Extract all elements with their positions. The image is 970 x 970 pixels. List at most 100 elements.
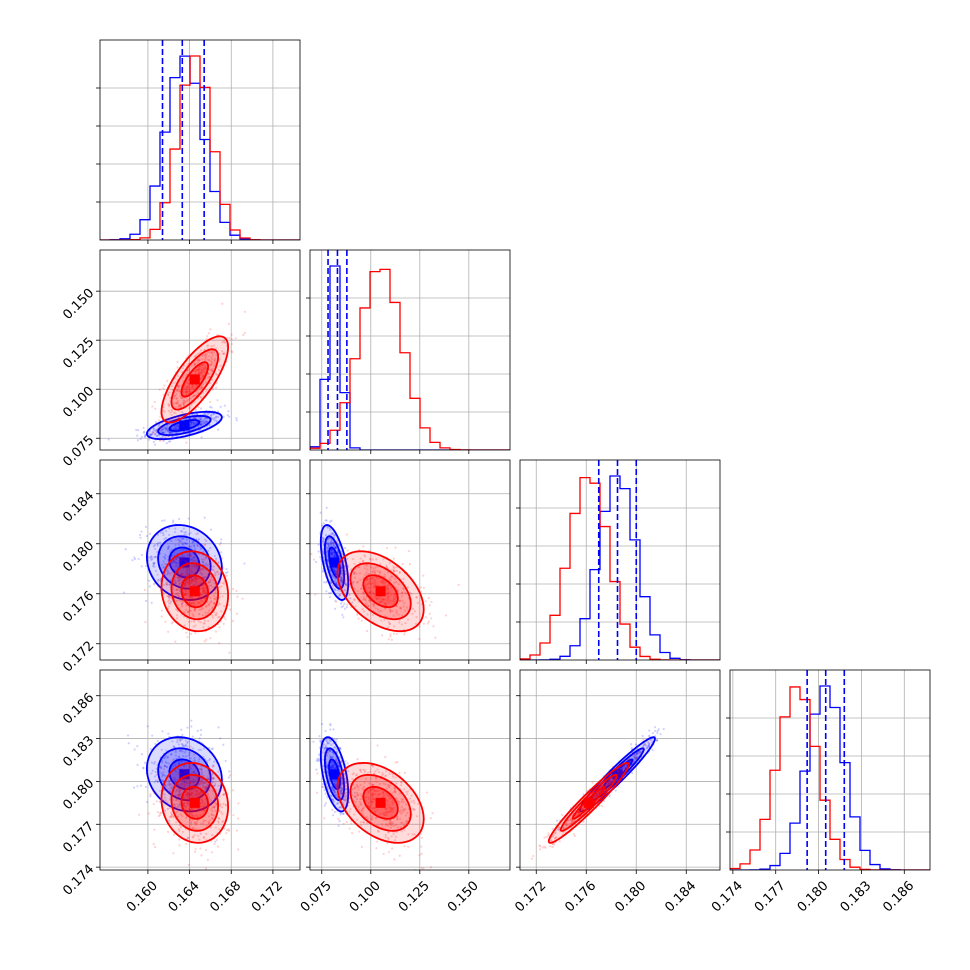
sample-point	[383, 573, 386, 576]
sample-point	[168, 432, 172, 435]
density-peak	[375, 586, 386, 597]
sample-point	[178, 749, 181, 752]
sample-point	[422, 867, 425, 870]
sample-point	[365, 602, 368, 605]
sample-point	[176, 741, 179, 744]
sample-point	[224, 759, 227, 763]
sample-point	[420, 845, 423, 848]
sample-point	[334, 572, 337, 575]
sample-point	[183, 751, 186, 754]
sample-point	[227, 828, 230, 831]
sample-point	[168, 405, 171, 408]
sample-point	[166, 429, 170, 432]
sample-point	[225, 568, 228, 571]
sample-point	[174, 763, 177, 766]
sample-point	[202, 820, 205, 823]
sample-point	[217, 428, 220, 431]
sample-point	[172, 382, 175, 385]
sample-point	[337, 808, 340, 811]
sample-point	[153, 775, 157, 778]
sample-point	[184, 374, 188, 377]
sample-point	[410, 800, 413, 803]
sample-point	[182, 403, 185, 406]
sample-point	[184, 739, 187, 742]
sample-point	[170, 811, 173, 814]
sample-point	[196, 814, 199, 817]
sample-point	[193, 556, 196, 559]
sample-point	[325, 519, 328, 522]
sample-point	[360, 845, 364, 849]
sample-point	[371, 576, 375, 579]
sample-point	[213, 597, 216, 601]
sample-point	[210, 367, 214, 371]
sample-point	[386, 842, 389, 845]
sample-point	[393, 577, 397, 581]
sample-point	[383, 602, 387, 605]
sample-point	[173, 758, 176, 761]
sample-point	[197, 834, 200, 837]
sample-point	[359, 803, 362, 806]
sample-point	[368, 582, 371, 585]
sample-point	[383, 580, 386, 583]
sample-point	[326, 763, 329, 766]
sample-point	[153, 828, 156, 831]
sample-point	[407, 833, 410, 836]
sample-point	[174, 406, 177, 409]
sample-point	[367, 801, 370, 805]
sample-point	[344, 582, 347, 585]
sample-point	[190, 820, 193, 823]
sample-point	[126, 734, 130, 737]
sample-point	[207, 821, 210, 824]
sample-point	[373, 571, 377, 574]
sample-point	[142, 426, 145, 430]
sample-point	[202, 366, 205, 370]
sample-point	[161, 431, 164, 434]
sample-point	[186, 387, 189, 390]
sample-point	[201, 374, 204, 377]
sample-point	[192, 556, 195, 559]
sample-point	[194, 394, 197, 397]
sample-point	[384, 755, 387, 759]
sample-point	[328, 592, 331, 595]
sample-point	[329, 749, 332, 753]
sample-point	[204, 867, 208, 870]
sample-point	[193, 364, 196, 367]
sample-point	[390, 822, 393, 825]
sample-point	[205, 352, 208, 356]
sample-point	[170, 787, 173, 790]
sample-point	[179, 539, 182, 542]
sample-point	[180, 788, 183, 791]
sample-point	[332, 790, 336, 793]
sample-point	[383, 598, 386, 601]
sample-point	[411, 833, 414, 836]
sample-point	[345, 583, 348, 586]
sample-point	[333, 738, 336, 741]
sample-point	[365, 564, 368, 567]
sample-point	[213, 358, 216, 362]
sample-point	[181, 627, 185, 631]
sample-point	[190, 557, 194, 561]
sample-point	[193, 834, 196, 837]
sample-point	[199, 428, 202, 432]
sample-point	[168, 786, 172, 790]
sample-point	[321, 540, 325, 543]
sample-point	[341, 572, 344, 575]
sample-point	[178, 384, 181, 387]
sample-point	[391, 802, 395, 806]
sample-point	[326, 526, 329, 529]
sample-point	[203, 358, 207, 361]
sample-point	[376, 744, 379, 747]
sample-point	[363, 573, 367, 577]
sample-point	[172, 798, 175, 802]
sample-point	[407, 845, 410, 848]
sample-point	[235, 589, 238, 593]
sample-point	[335, 759, 338, 762]
sample-point	[195, 412, 199, 416]
sample-point	[164, 553, 167, 557]
sample-point	[173, 559, 176, 562]
sample-point	[173, 551, 176, 554]
sample-point	[196, 790, 199, 793]
sample-point	[364, 777, 368, 780]
sample-point	[209, 328, 212, 331]
contour-level-0	[319, 736, 350, 813]
